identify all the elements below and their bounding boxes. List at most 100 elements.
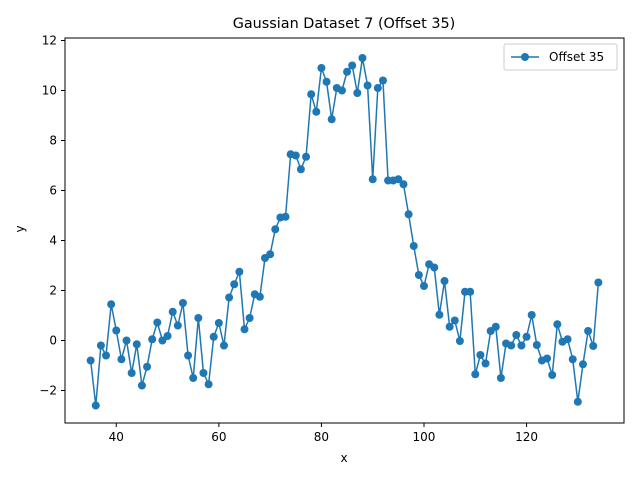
data-point	[117, 355, 126, 364]
data-point	[466, 287, 475, 296]
x-tick-label: 120	[515, 430, 538, 444]
data-point	[445, 322, 454, 331]
data-point	[219, 341, 228, 350]
data-point	[471, 370, 480, 379]
data-point	[573, 397, 582, 406]
axes-frame	[64, 37, 625, 424]
y-axis: −2 0 2 4 6 8 10 12	[39, 34, 65, 398]
data-point	[96, 341, 105, 350]
data-point	[158, 336, 167, 345]
data-point	[522, 332, 531, 341]
data-point	[163, 332, 172, 340]
data-point	[507, 341, 516, 350]
data-point	[153, 318, 162, 327]
data-point	[173, 321, 182, 330]
data-point	[594, 278, 603, 287]
y-tick-label: 12	[42, 34, 57, 48]
data-point	[281, 212, 290, 221]
series-line	[89, 57, 600, 407]
data-point	[255, 292, 264, 301]
data-point	[404, 210, 413, 219]
data-point	[563, 335, 572, 344]
data-point	[137, 381, 146, 390]
data-point	[271, 225, 280, 234]
data-point	[132, 340, 141, 349]
legend-box	[503, 43, 618, 71]
data-point	[343, 67, 352, 76]
data-point	[168, 307, 177, 316]
x-tick-label: 80	[314, 430, 329, 444]
data-point	[148, 335, 157, 344]
x-tick-label: 40	[109, 430, 124, 444]
data-point	[543, 354, 552, 363]
data-point	[214, 319, 223, 327]
y-axis-title: y	[13, 225, 27, 232]
data-point	[194, 314, 203, 322]
data-point	[548, 371, 557, 379]
data-point	[122, 336, 131, 345]
data-point	[199, 369, 208, 377]
chart-title: Gaussian Dataset 7 (Offset 35)	[233, 16, 456, 32]
x-axis-title: x	[340, 451, 347, 465]
data-point	[568, 355, 577, 364]
data-point	[440, 277, 449, 285]
data-point	[373, 84, 382, 92]
data-point	[532, 341, 541, 349]
data-point	[312, 107, 321, 116]
legend-marker-swatch	[521, 53, 529, 61]
data-point	[317, 64, 326, 72]
data-point	[204, 380, 213, 389]
data-point	[553, 320, 562, 329]
y-tick-label: −2	[39, 384, 57, 398]
data-point	[496, 374, 505, 382]
data-point	[245, 314, 254, 322]
data-point	[491, 322, 500, 331]
y-tick-label: 2	[49, 284, 57, 298]
axes-border	[64, 37, 625, 424]
data-point	[112, 326, 121, 335]
data-point	[209, 332, 218, 341]
data-point	[435, 310, 444, 319]
y-tick-label: 10	[42, 84, 57, 98]
data-point	[327, 115, 336, 124]
data-point	[102, 351, 111, 360]
data-point	[512, 331, 521, 339]
data-point	[302, 152, 311, 161]
data-point	[455, 337, 464, 345]
x-axis: 40 60 80 100 120	[109, 423, 538, 444]
x-tick-label: 60	[211, 430, 226, 444]
plot-area: 40 60 80 100 120 −2 0 2 4 6 8 10 12	[39, 34, 625, 444]
data-point	[184, 351, 193, 360]
data-point	[368, 175, 377, 184]
data-point	[450, 316, 459, 325]
data-point	[291, 151, 300, 160]
data-point	[584, 327, 593, 335]
data-point	[481, 359, 490, 368]
data-point	[127, 369, 136, 377]
data-point	[414, 271, 423, 279]
data-point	[296, 165, 305, 174]
data-point	[353, 89, 362, 97]
series-layer	[86, 54, 603, 410]
data-point	[527, 311, 536, 319]
legend-label: Offset 35	[549, 50, 604, 64]
data-point	[578, 360, 587, 369]
data-point	[394, 175, 403, 184]
legend: Offset 35	[503, 43, 618, 71]
data-point	[589, 342, 598, 350]
data-point	[378, 76, 387, 85]
x-tick-label: 100	[413, 430, 436, 444]
data-point	[107, 300, 116, 309]
data-point	[307, 90, 316, 99]
data-point	[235, 267, 244, 276]
data-point	[143, 362, 152, 371]
y-tick-label: 4	[49, 234, 57, 248]
data-point	[230, 280, 239, 289]
data-point	[358, 54, 367, 62]
data-point	[178, 299, 187, 307]
data-point	[476, 351, 485, 359]
data-point	[517, 341, 526, 350]
data-point	[419, 282, 428, 290]
y-tick-label: 6	[49, 184, 57, 198]
